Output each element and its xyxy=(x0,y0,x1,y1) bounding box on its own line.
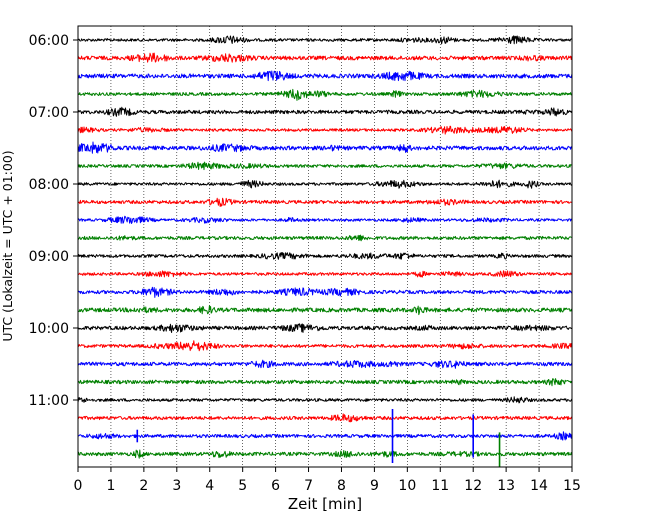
y-tick-label: 10:00 xyxy=(29,321,69,337)
y-axis-label: UTC (Lokalzeit = UTC + 01:00) xyxy=(0,150,15,341)
seismogram-traces xyxy=(77,35,573,459)
x-axis-label: Zeit [min] xyxy=(288,495,362,513)
y-axis-ticks: 06:00 07:00 08:00 09:00 10:00 11:00 xyxy=(29,33,78,409)
x-tick-label: 12 xyxy=(464,478,482,494)
y-tick-label: 09:00 xyxy=(29,249,69,265)
plot-frame xyxy=(77,25,573,468)
x-tick-label: 8 xyxy=(337,478,346,494)
trace-row xyxy=(77,449,573,459)
trace-row xyxy=(77,70,573,82)
x-tick-label: 14 xyxy=(530,478,548,494)
trace-row xyxy=(77,305,573,316)
x-tick-label: 2 xyxy=(139,478,148,494)
y-tick-label: 06:00 xyxy=(29,33,69,49)
trace-row xyxy=(77,252,573,260)
trace-row xyxy=(77,197,573,207)
trace-row xyxy=(77,340,573,352)
x-tick-label: 15 xyxy=(563,478,581,494)
trace-row xyxy=(77,234,572,242)
trace-row xyxy=(77,431,573,441)
x-tick-label: 3 xyxy=(172,478,181,494)
trace-row xyxy=(77,270,572,278)
trace-row xyxy=(77,125,573,135)
trace-row xyxy=(77,179,573,189)
x-tick-label: 9 xyxy=(370,478,379,494)
x-tick-label: 10 xyxy=(398,478,416,494)
event-spikes xyxy=(136,409,501,467)
x-tick-label: 0 xyxy=(74,478,83,494)
x-tick-label: 6 xyxy=(271,478,280,494)
trace-row xyxy=(77,141,573,154)
trace-row xyxy=(77,35,573,45)
trace-row xyxy=(77,52,573,63)
x-tick-label: 1 xyxy=(106,478,115,494)
x-tick-label: 5 xyxy=(238,478,247,494)
y-tick-label: 08:00 xyxy=(29,177,69,193)
trace-row xyxy=(77,88,573,101)
x-tick-label: 4 xyxy=(205,478,214,494)
trace-row xyxy=(77,215,573,224)
trace-row xyxy=(77,378,573,387)
x-tick-label: 11 xyxy=(431,478,449,494)
x-axis-ticks: 0 1 2 3 4 5 6 7 8 9 10 11 12 13 14 15 xyxy=(74,467,581,494)
y-tick-label: 07:00 xyxy=(29,105,69,121)
trace-row xyxy=(77,323,572,333)
trace-row xyxy=(77,413,573,423)
trace-row xyxy=(77,286,572,298)
trace-row xyxy=(77,106,573,117)
x-tick-label: 7 xyxy=(304,478,313,494)
trace-row xyxy=(77,396,573,404)
y-tick-label: 11:00 xyxy=(29,393,69,409)
x-tick-label: 13 xyxy=(497,478,515,494)
trace-row xyxy=(77,161,573,171)
trace-row xyxy=(77,359,573,369)
